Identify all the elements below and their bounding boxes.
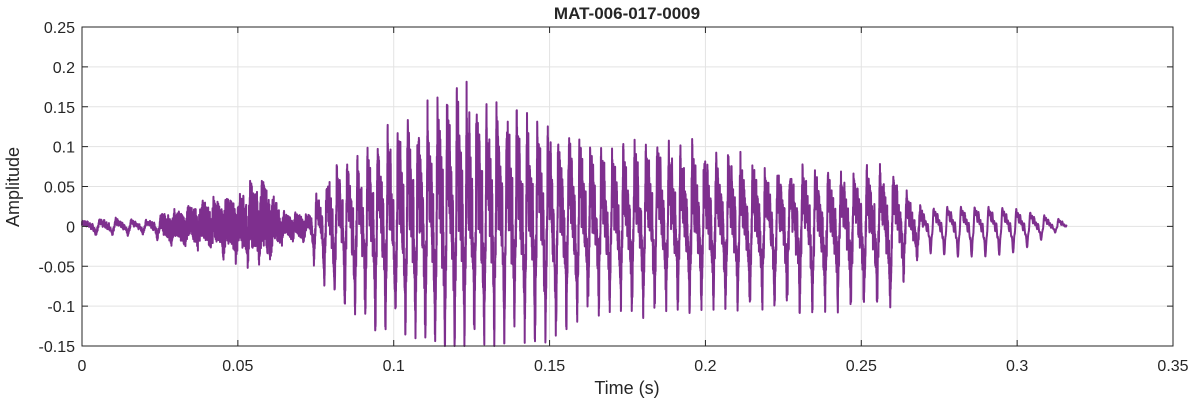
y-tick-label: 0.1 xyxy=(53,140,75,157)
chart-title: MAT-006-017-0009 xyxy=(554,4,700,23)
x-tick-label: 0 xyxy=(78,358,87,375)
x-tick-label: 0.1 xyxy=(383,358,405,375)
y-tick-label: 0.25 xyxy=(44,20,75,37)
y-tick-label: 0.2 xyxy=(53,60,75,77)
x-tick-label: 0.25 xyxy=(846,358,877,375)
y-tick-label: 0 xyxy=(66,219,75,236)
y-tick-label: 0.05 xyxy=(44,180,75,197)
y-tick-label: -0.1 xyxy=(47,299,75,316)
plot-area xyxy=(81,80,1068,347)
x-tick-label: 0.15 xyxy=(534,358,565,375)
ticks: 0 0.05 0.1 0.15 0.2 0.25 0.3 0.35 -0.15 -0.1 -0.05… xyxy=(39,20,1189,375)
x-tick-label: 0.3 xyxy=(1006,358,1028,375)
grid xyxy=(81,26,1174,347)
x-tick-label: 0.35 xyxy=(1157,358,1188,375)
x-tick-label: 0.2 xyxy=(694,358,716,375)
y-tick-label: -0.15 xyxy=(39,339,76,356)
x-axis-label: Time (s) xyxy=(594,378,659,398)
y-axis-label: Amplitude xyxy=(3,147,23,227)
y-tick-label: 0.15 xyxy=(44,100,75,117)
y-tick-label: -0.05 xyxy=(39,259,76,276)
x-tick-label: 0.05 xyxy=(222,358,253,375)
waveform-line xyxy=(81,80,1068,347)
